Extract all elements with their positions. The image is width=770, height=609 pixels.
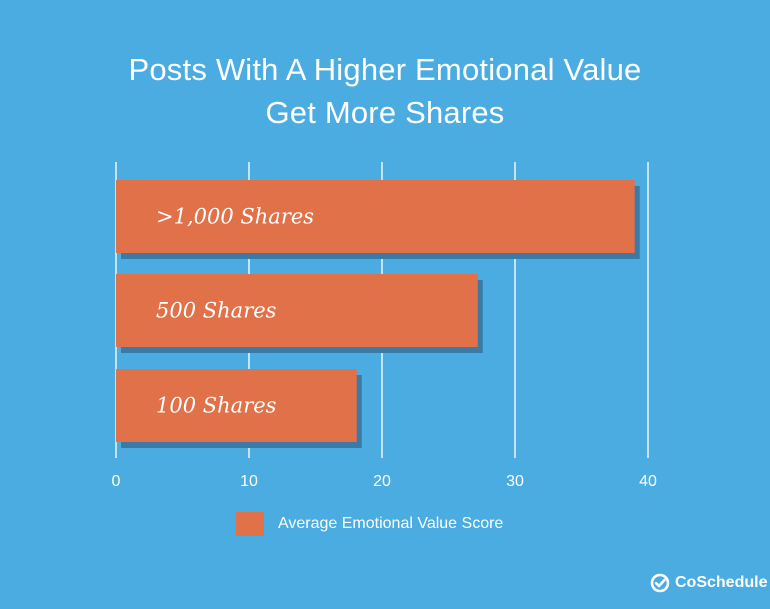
legend-swatch	[236, 512, 264, 536]
bar	[116, 274, 478, 347]
x-tick-label: 20	[373, 473, 391, 490]
brand-name: CoSchedule	[675, 574, 768, 591]
category-label: >1,000 Shares	[156, 205, 314, 229]
x-tick-label: 0	[112, 473, 121, 490]
bar	[116, 369, 357, 442]
x-tick-label: 30	[506, 473, 524, 490]
category-label: 100 Shares	[156, 394, 277, 418]
chart-title-line-1: Posts With A Higher Emotional Value	[128, 52, 642, 87]
category-label: 500 Shares	[156, 299, 277, 323]
checkmark-circle-icon	[650, 573, 670, 593]
x-tick-label: 40	[639, 473, 657, 490]
legend: Average Emotional Value Score	[236, 512, 503, 536]
bar	[116, 180, 635, 253]
chart-title-line-2: Get More Shares	[265, 95, 505, 130]
x-tick-label: 10	[240, 473, 258, 490]
brand-mark: CoSchedule	[650, 572, 767, 594]
legend-label: Average Emotional Value Score	[278, 515, 504, 532]
